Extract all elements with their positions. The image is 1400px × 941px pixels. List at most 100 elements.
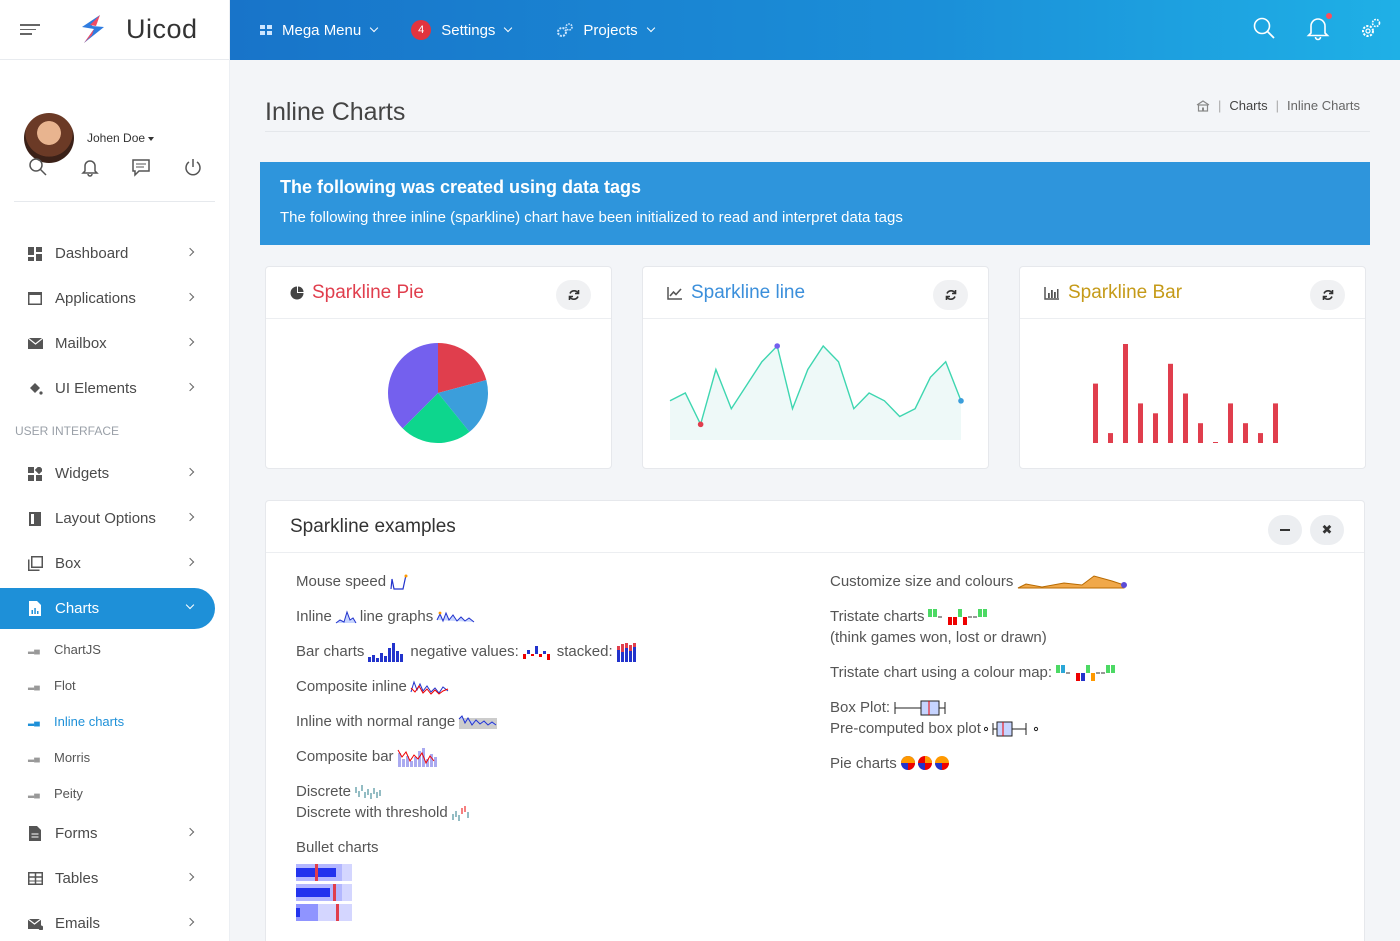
sidebar-item-charts[interactable]: Charts [0,588,215,629]
sidebar-subitem-inline-charts[interactable]: ▂▄ Inline charts [0,703,229,739]
refresh-button[interactable] [933,280,968,310]
sidebar-item-dashboard[interactable]: Dashboard [0,231,229,276]
user-name-dropdown[interactable]: Johen Doe [87,131,155,145]
example-label: line graphs [359,608,434,625]
example-label: Tristate charts [830,608,925,625]
paint-bucket-icon [27,381,43,397]
cogs-icon [557,23,574,37]
sidebar-item-applications[interactable]: Applications [0,276,229,321]
example-tristate-map: Tristate chart using a colour map: [830,662,1133,683]
refresh-button[interactable] [1310,280,1345,310]
hamburger-icon[interactable] [20,21,40,38]
example-label: Mouse speed [296,573,387,590]
mega-menu-button[interactable]: Mega Menu [260,22,379,39]
sidebar-item-emails[interactable]: Emails [0,901,229,941]
line-graph-sparkline [436,611,475,622]
home-icon[interactable] [1196,99,1210,112]
topbar-actions [1252,13,1382,41]
example-label: Inline with normal range [296,713,456,730]
bar [1228,403,1233,443]
sidebar-subitem-chartjs[interactable]: ▂▄ ChartJS [0,631,229,667]
pie-slice [438,380,488,432]
card-body [1020,319,1365,469]
user-panel: Johen Doe [0,60,229,192]
example-tristate-note: (think games won, lost or drawn) [830,627,1133,648]
settings-menu-button[interactable]: 4 Settings [411,20,513,40]
chevron-down-icon [646,23,655,33]
notifications-button[interactable] [1306,13,1332,41]
negative-bar-sparkline [522,645,550,660]
sidebar-nav: Dashboard Applications Mailbox UI Elemen… [0,231,229,941]
settings-label: Settings [441,21,496,39]
bell-icon[interactable] [80,157,100,177]
close-button[interactable]: ✖ [1310,515,1344,545]
refresh-button[interactable] [556,280,591,310]
sidebar-item-layout-options[interactable]: Layout Options [0,496,229,541]
projects-menu-button[interactable]: Projects [557,22,655,39]
settings-gears-icon[interactable] [1360,17,1382,39]
sidebar-item-label: Dashboard [55,245,129,262]
sparkline-cards: Sparkline Pie Sparkline line [265,266,1370,469]
power-icon[interactable] [183,157,203,177]
search-icon[interactable] [28,157,48,177]
refresh-icon [568,290,579,300]
example-label: Box Plot: [830,699,891,716]
sparkline-bar-chart [1093,344,1278,443]
example-label: stacked: [556,643,613,660]
form-icon [27,826,43,842]
sidebar-item-box[interactable]: Box [0,541,229,586]
sparkline-bar-card: Sparkline Bar [1019,266,1366,469]
chevron-down-icon [504,23,513,33]
chevron-right-icon [185,557,195,567]
sidebar-subitem-morris[interactable]: ▂▄ Morris [0,739,229,775]
breadcrumb-current: Inline Charts [1287,98,1360,113]
sidebar-subitem-flot[interactable]: ▂▄ Flot [0,667,229,703]
layout-icon [27,511,43,527]
bars-mini-icon: ▂▄ [28,752,40,762]
sparkline-line-card: Sparkline line [642,266,989,469]
sidebar-item-ui-elements[interactable]: UI Elements [0,366,229,411]
example-label: Discrete [296,783,352,800]
notification-dot [1326,13,1332,19]
bars-mini-icon: ▂▄ [28,644,40,654]
mouse-speed-sparkline [390,574,408,590]
chat-icon[interactable] [131,157,151,177]
mini-pie-charts [900,755,949,770]
sidebar-item-forms[interactable]: Forms [0,811,229,856]
search-icon[interactable] [1252,16,1276,40]
bar [1213,442,1218,443]
bars-mini-icon: ▂▄ [28,788,40,798]
sidebar-item-tables[interactable]: Tables [0,856,229,901]
example-label: Pie charts [830,755,897,772]
bullet-charts [296,864,352,921]
table-icon [27,871,43,887]
refresh-icon [1322,290,1333,300]
card-title: Sparkline Pie [312,281,424,303]
avatar[interactable] [24,113,74,163]
user-tools [14,132,215,202]
chevron-down-icon [185,600,195,610]
collapse-button[interactable] [1268,515,1302,545]
breadcrumb-charts-link[interactable]: Charts [1229,98,1268,113]
box-plot-sparkline [894,700,946,715]
tristate-map-sparkline [1056,664,1116,681]
sidebar-subitem-label: Inline charts [54,713,125,729]
sidebar-item-label: Charts [55,600,100,617]
customize-sparkline [1018,574,1128,588]
pie-chart-icon [290,286,304,300]
example-composite-inline: Composite inline [296,676,643,697]
window-icon [27,291,43,307]
brand-name[interactable]: Uicod [126,14,198,44]
sidebar-item-widgets[interactable]: Widgets [0,451,229,496]
page-header: Inline Charts | Charts | Inline Charts [265,60,1370,132]
normal-range-sparkline [458,714,498,729]
sparkline-pie-chart [388,343,488,443]
chevron-right-icon [185,247,195,257]
example-label: Tristate chart using a colour map: [830,664,1053,681]
logo-icon [82,14,104,43]
bar [1093,383,1098,443]
sidebar-subitem-peity[interactable]: ▂▄ Peity [0,775,229,811]
example-label: Inline [296,608,332,625]
sidebar-item-mailbox[interactable]: Mailbox [0,321,229,366]
card-title: Sparkline Bar [1068,281,1183,303]
